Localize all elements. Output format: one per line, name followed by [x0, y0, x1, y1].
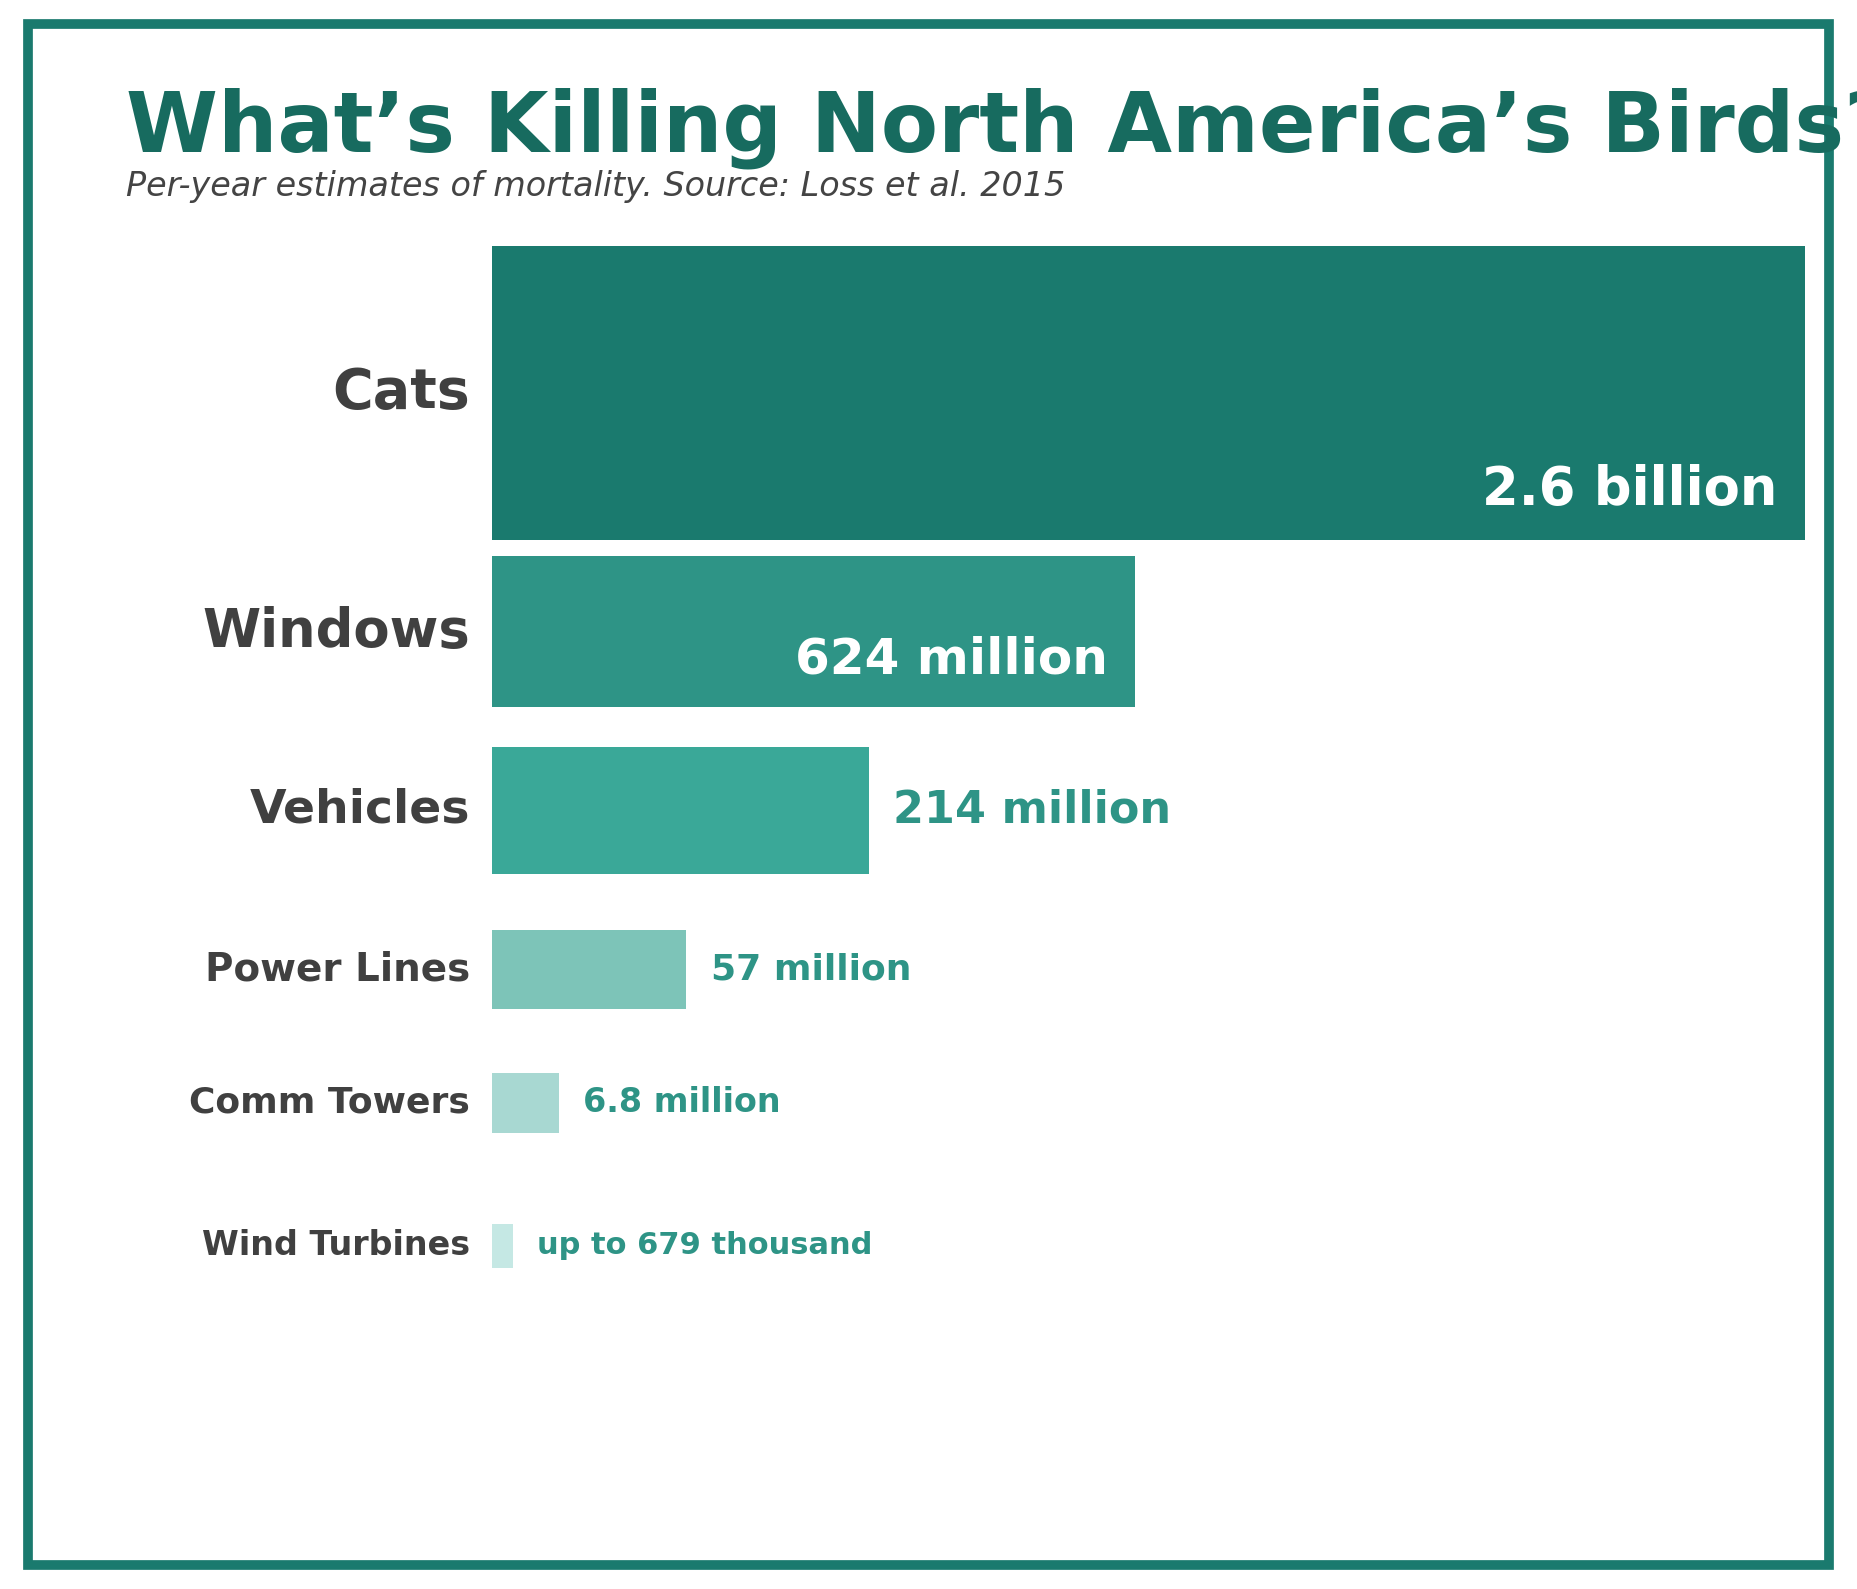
- Text: up to 679 thousand: up to 679 thousand: [537, 1231, 873, 1260]
- Text: 57 million: 57 million: [711, 952, 912, 987]
- Text: What’s Killing North America’s Birds?: What’s Killing North America’s Birds?: [126, 87, 1857, 168]
- Text: Comm Towers: Comm Towers: [189, 1085, 470, 1120]
- Text: Vehicles: Vehicles: [249, 788, 470, 833]
- Text: Per-year estimates of mortality. Source: Loss et al. 2015: Per-year estimates of mortality. Source:…: [126, 170, 1066, 203]
- Text: Power Lines: Power Lines: [204, 950, 470, 988]
- Text: 214 million: 214 million: [893, 788, 1172, 833]
- Text: Windows: Windows: [202, 605, 470, 658]
- Text: Wind Turbines: Wind Turbines: [202, 1230, 470, 1262]
- Text: 624 million: 624 million: [795, 636, 1107, 683]
- Text: 2.6 billion: 2.6 billion: [1482, 464, 1777, 516]
- Text: 6.8 million: 6.8 million: [583, 1087, 782, 1119]
- Text: Cats: Cats: [332, 367, 470, 419]
